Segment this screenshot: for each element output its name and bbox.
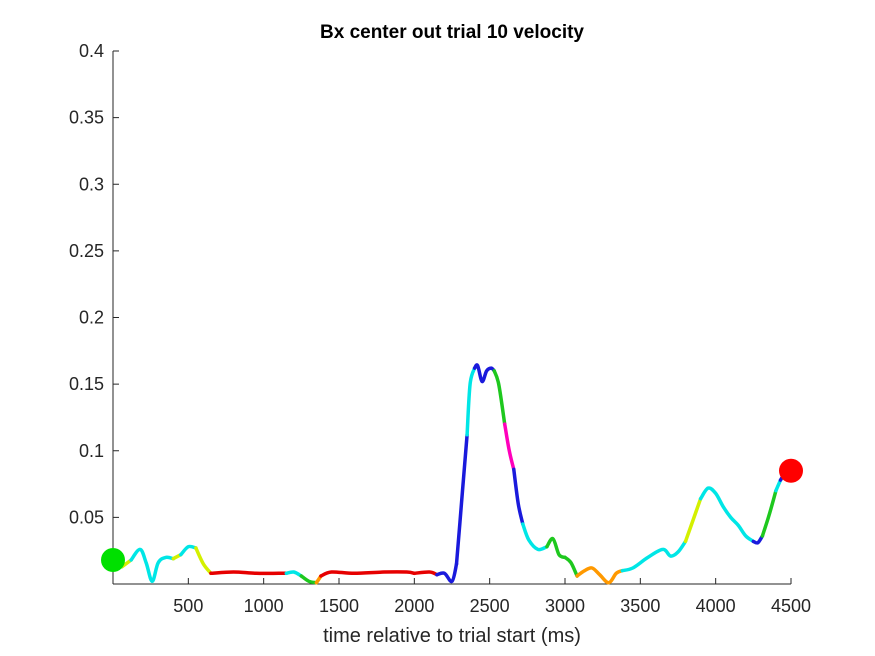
y-tick-label: 0.2 [79,308,104,328]
trace-segment [563,555,579,578]
start-marker [101,548,125,573]
trace-segment [412,570,439,577]
axes: 500 1000 1500 2000 2500 3000 3500 4000 4500 0.05 0… [69,41,811,616]
trace-segment [751,534,765,545]
x-tick-label: 4500 [771,596,811,616]
y-tick-label: 0.25 [69,241,104,261]
trace-segment [492,369,507,426]
x-tick-label: 1500 [319,596,359,616]
y-tick-label: 0.3 [79,174,104,194]
trace-segment [435,562,459,584]
x-tick-label: 500 [173,596,203,616]
trace-segment [454,433,469,566]
trace-segment [319,570,417,578]
y-tick-label: 0.35 [69,108,104,128]
trace-segment [521,522,549,552]
y-tick-label: 0.05 [69,507,104,527]
trace-segment [465,366,477,437]
trace-segment [284,570,304,578]
trace-segment [209,570,289,576]
x-axis-label: time relative to trial start (ms) [323,625,581,647]
chart-title: Bx center out trial 10 velocity [320,22,584,43]
x-tick-label: 3500 [620,596,660,616]
y-tick-label: 0.15 [69,374,104,394]
trace-segment [512,467,525,526]
trace-segment [698,486,756,544]
trace-segment [620,539,688,573]
trace-segment [299,574,319,585]
x-tick-label: 4000 [696,596,736,616]
trace-segment [545,536,567,560]
trace-segment [683,496,703,544]
end-marker [779,458,803,483]
trace-segment [575,566,625,585]
trace-segment [760,488,778,538]
y-tick-label: 0.1 [79,441,104,461]
x-tick-label: 3000 [545,596,585,616]
x-tick-label: 2500 [470,596,510,616]
trace-segment [194,546,213,576]
x-tick-label: 1000 [244,596,284,616]
y-tick-label: 0.4 [79,41,104,61]
trace-segment [472,363,496,384]
trace-segment [129,547,176,584]
trace-segment [502,422,516,472]
x-tick-label: 2000 [394,596,434,616]
velocity-trace [111,363,793,585]
trace-segment [179,544,198,557]
markers [101,458,803,573]
